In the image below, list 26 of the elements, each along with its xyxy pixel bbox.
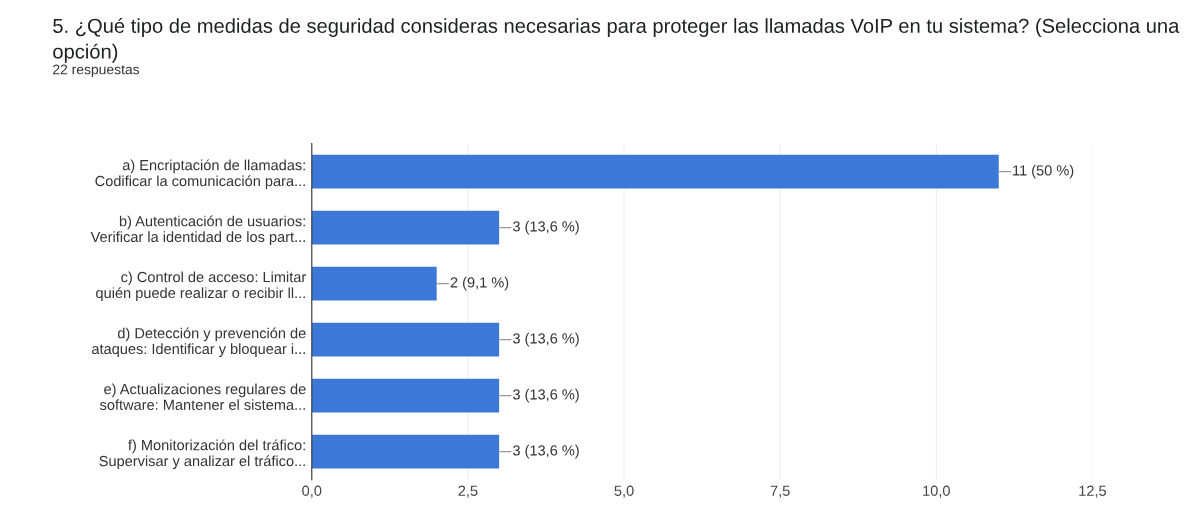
- y-tick-label: a) Encriptación de llamadas: Codificar la comunicación para...: [95, 159, 305, 190]
- y-tick-label: f) Monitorización del tráfico: Supervisar y analizar el tráfico...: [99, 439, 305, 470]
- bar: [311, 210, 500, 245]
- bar: [311, 434, 500, 469]
- y-tick-label: d) Detección y prevención de ataques: Identificar y bloquear i...: [92, 327, 306, 357]
- bar: [311, 378, 500, 413]
- y-tick-label: e) Actualizaciones regulares de software: Mantener el sistema...: [99, 383, 306, 410]
- x-tick-label: 7,5: [770, 485, 790, 498]
- x-tick-label: 2,5: [458, 485, 478, 498]
- bar: [311, 154, 999, 189]
- text: 22 respuestas: [53, 64, 140, 78]
- y-tick-label: c) Control de acceso: Limitar quién puede realizar o recibir ll...: [96, 271, 306, 301]
- bar: [311, 322, 500, 357]
- y-tick-label: b) Autenticación de usuarios: Verificar la identidad de los part...: [90, 215, 305, 245]
- x-tick-label: 0,0: [302, 485, 322, 498]
- data-label: 3 (13,6 %): [512, 220, 579, 235]
- chart-title: 5. ¿Qué tipo de medidas de seguridad consideras necesarias para proteger las llamadas VoIP en tu sistema? (Selecciona una opción): [53, 17, 1180, 63]
- x-tick-label: 10,0: [923, 485, 950, 498]
- x-tick-label: 5,0: [614, 485, 634, 498]
- data-label: 3 (13,6 %): [512, 388, 579, 403]
- data-label: 3 (13,6 %): [512, 444, 579, 459]
- data-label: 11 (50 %): [1013, 164, 1074, 179]
- bar: [311, 266, 437, 301]
- data-label: 3 (13,6 %): [512, 332, 579, 347]
- x-tick-label: 12,5: [1079, 485, 1106, 498]
- data-label: 2 (9,1 %): [450, 276, 509, 291]
